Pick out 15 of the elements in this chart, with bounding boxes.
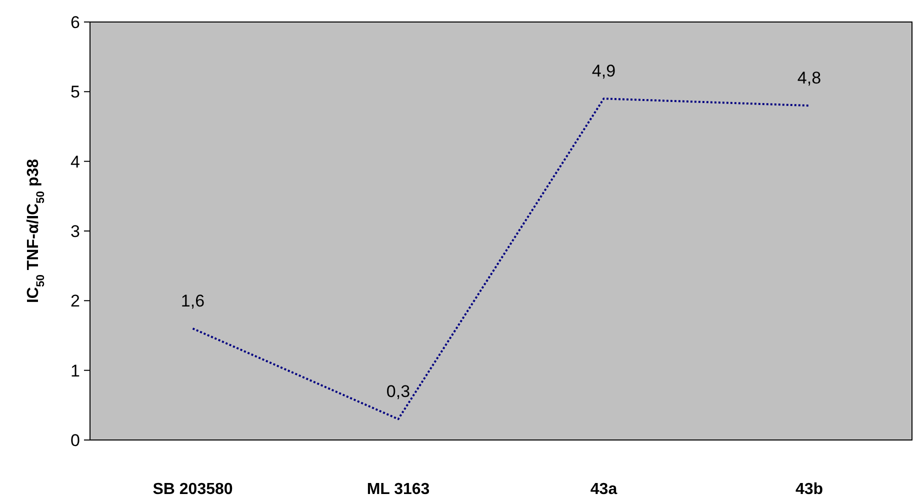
y-tick-label: 5 (70, 82, 80, 102)
y-tick-label: 4 (70, 152, 80, 172)
x-tick-label: 43a (590, 481, 618, 498)
y-tick-label: 0 (70, 430, 80, 450)
x-tick-label: SB 203580 (152, 481, 233, 498)
x-tick-label: 43b (795, 481, 824, 498)
y-tick-label: 6 (70, 12, 80, 32)
data-label: 4,8 (797, 68, 822, 88)
y-tick-label: 1 (70, 361, 80, 380)
x-tick-label: ML 3163 (366, 481, 430, 498)
y-tick-label: 3 (70, 222, 80, 241)
data-label: 1,6 (180, 292, 205, 311)
data-label: 4,9 (592, 62, 616, 81)
y-tick-label: 2 (70, 292, 80, 311)
data-label: 0,3 (386, 382, 410, 402)
